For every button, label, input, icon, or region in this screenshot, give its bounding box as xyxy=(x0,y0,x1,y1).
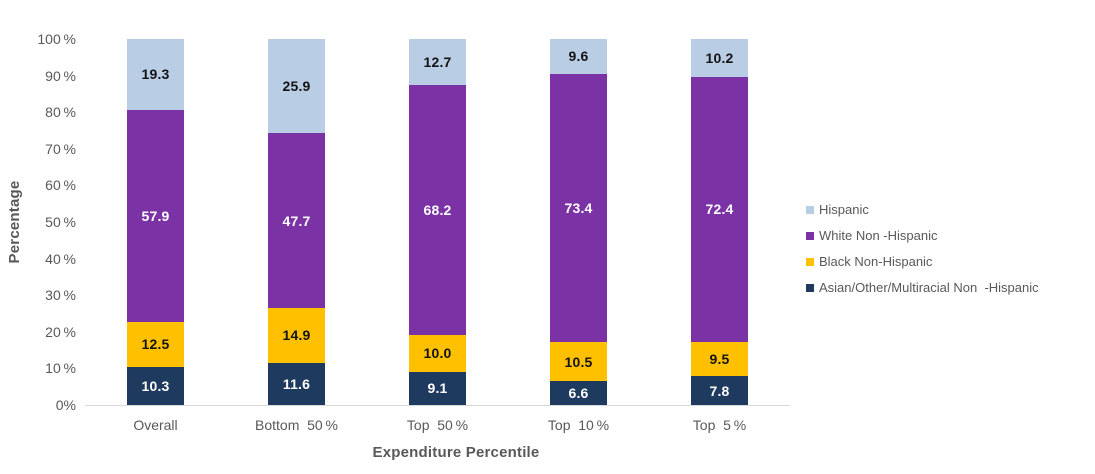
bar-segment: 10.3 xyxy=(127,367,184,405)
y-tick-label: 10 % xyxy=(45,360,76,377)
x-category-label: Overall xyxy=(133,417,178,433)
x-axis-title: Expenditure Percentile xyxy=(372,444,540,461)
y-tick-label: 50 % xyxy=(45,214,76,230)
y-tick-label: 90 % xyxy=(45,67,76,84)
bar-segment: 10.2 xyxy=(691,39,748,77)
legend-item: Hispanic xyxy=(806,203,1039,217)
bar-3: 9.1 10.0 68.2 12.7 xyxy=(409,0,466,405)
bar-value-label: 12.5 xyxy=(141,336,170,353)
bar-value-label: 68.2 xyxy=(423,202,452,219)
y-tick-label: 60 % xyxy=(45,177,76,194)
bar-segment: 10.0 xyxy=(409,335,466,372)
bar-segment: 73.4 xyxy=(550,73,607,343)
bar-value-label: 6.6 xyxy=(568,384,589,401)
bar-segment: 12.5 xyxy=(127,321,184,368)
bar-value-label: 72.4 xyxy=(705,201,734,218)
y-tick-label: 20 % xyxy=(45,323,76,340)
legend-item: Asian/Other/Multiracial Non -Hispanic xyxy=(806,281,1039,295)
bar-segment: 10.5 xyxy=(550,342,607,381)
bar-5: 7.8 9.5 72.4 10.2 xyxy=(691,0,748,405)
bar-segment: 72.4 xyxy=(691,76,748,342)
bar-segment: 9.1 xyxy=(409,371,466,405)
bar-value-label: 10.0 xyxy=(423,345,452,362)
bar-segment: 6.6 xyxy=(550,380,607,405)
y-tick-label: 40 % xyxy=(45,250,76,267)
x-category-label: Top 5 % xyxy=(692,417,747,433)
legend-item: Black Non-Hispanic xyxy=(806,255,1039,269)
y-tick-label: 70 % xyxy=(45,140,76,157)
bar-value-label: 12.7 xyxy=(423,54,452,71)
x-category-label: Top 10 % xyxy=(547,417,610,433)
bar-1: 10.3 12.5 57.9 19.3 xyxy=(127,0,184,405)
legend-swatch xyxy=(806,284,814,292)
bar-segment: 47.7 xyxy=(268,133,325,308)
y-tick-label: 100 % xyxy=(37,31,76,47)
bar-value-label: 7.8 xyxy=(709,382,730,399)
legend-swatch xyxy=(806,206,814,214)
bar-2: 11.6 14.9 47.7 25.9 xyxy=(268,0,325,405)
bar-value-label: 14.9 xyxy=(282,327,311,344)
bar-segment: 14.9 xyxy=(268,308,325,363)
bar-value-label: 9.6 xyxy=(568,48,589,65)
bar-segment: 57.9 xyxy=(127,109,184,322)
bar-segment: 9.5 xyxy=(691,341,748,377)
x-category-label: Top 50 % xyxy=(406,417,469,433)
bar-segment: 11.6 xyxy=(268,362,325,405)
legend-label: Black Non-Hispanic xyxy=(819,254,933,269)
y-tick-label: 30 % xyxy=(45,287,76,304)
y-tick-label: 0% xyxy=(55,397,76,413)
bar-segment: 7.8 xyxy=(691,376,748,405)
bar-segment: 9.6 xyxy=(550,38,607,74)
bar-segment: 19.3 xyxy=(127,39,184,110)
bar-value-label: 25.9 xyxy=(282,78,311,95)
bar-value-label: 10.5 xyxy=(564,353,593,370)
bar-value-label: 9.5 xyxy=(709,351,730,368)
legend-label: White Non -Hispanic xyxy=(819,228,938,243)
bar-value-label: 47.7 xyxy=(282,212,311,229)
legend-swatch xyxy=(806,258,814,266)
bar-value-label: 10.3 xyxy=(141,378,170,395)
legend: Hispanic White Non -Hispanic Black Non-His… xyxy=(806,203,1039,307)
bar-value-label: 11.6 xyxy=(282,375,311,392)
legend-label: Hispanic xyxy=(819,202,869,217)
bar-value-label: 73.4 xyxy=(564,200,593,217)
legend-item: White Non -Hispanic xyxy=(806,229,1039,243)
bar-value-label: 57.9 xyxy=(141,207,170,224)
bar-4: 6.6 10.5 73.4 9.6 xyxy=(550,0,607,405)
bar-segment: 25.9 xyxy=(268,38,325,134)
bar-segment: 12.7 xyxy=(409,39,466,86)
y-tick-label: 80 % xyxy=(45,104,76,121)
bar-segment: 68.2 xyxy=(409,85,466,336)
bar-value-label: 10.2 xyxy=(705,50,734,67)
bar-value-label: 19.3 xyxy=(141,66,170,83)
bar-value-label: 9.1 xyxy=(427,380,448,397)
legend-label: Asian/Other/Multiracial Non -Hispanic xyxy=(819,280,1039,295)
x-axis-line xyxy=(85,405,790,406)
x-category-label: Bottom 50 % xyxy=(255,417,338,433)
legend-swatch xyxy=(806,232,814,240)
